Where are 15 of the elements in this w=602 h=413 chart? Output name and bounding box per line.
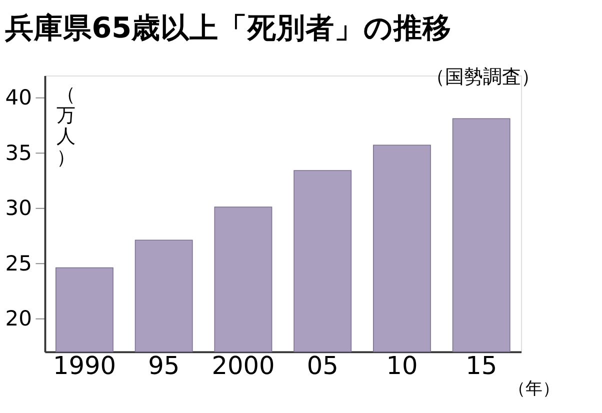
annotation: （国勢調査） [426, 66, 540, 88]
y-tick-label: 25 [5, 251, 32, 276]
chart-title: 兵庫県65歳以上「死別者」の推移 [4, 10, 452, 44]
x-tick-label: 10 [386, 351, 418, 380]
y-axis-title: （万人） [56, 84, 76, 169]
x-tick-label: 95 [148, 351, 180, 380]
x-tick-label: 05 [306, 351, 338, 380]
y-tick-label: 30 [5, 196, 32, 220]
x-tick-label: 1990 [52, 351, 116, 380]
y-tick-label: 20 [5, 306, 32, 331]
y-tick-label: 35 [5, 140, 32, 165]
x-tick-label: 2000 [212, 351, 275, 380]
y-tick-label: 40 [5, 86, 32, 110]
x-tick-label: 15 [466, 351, 498, 380]
x-axis-title: （年） [508, 379, 560, 400]
